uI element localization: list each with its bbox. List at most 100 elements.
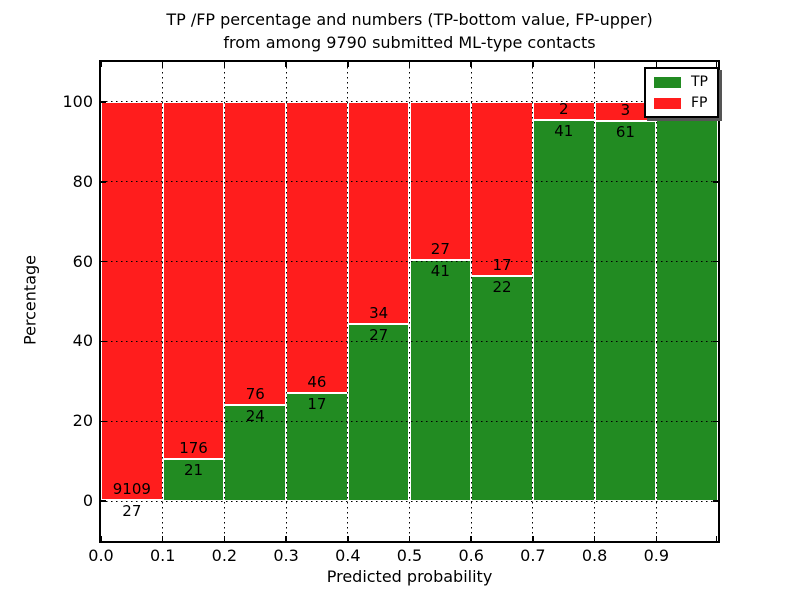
- gridline-vertical: [532, 62, 534, 541]
- gridline-horizontal: [101, 101, 718, 103]
- bar-label-fp: 46: [307, 373, 327, 392]
- x-tick-label: 0.2: [211, 546, 238, 565]
- axis-tick: [655, 536, 658, 541]
- legend: TP FP: [644, 67, 719, 118]
- x-tick-label: 0.1: [149, 546, 176, 565]
- gridline-vertical: [594, 62, 596, 541]
- axis-tick: [532, 62, 534, 67]
- bar-segment-fp: [162, 101, 225, 459]
- x-tick-label: 0.7: [520, 546, 546, 565]
- gridline-horizontal: [101, 500, 718, 502]
- gridline-vertical: [285, 62, 287, 541]
- axis-tick: [408, 536, 411, 541]
- axis-tick: [285, 62, 287, 67]
- axis-tick: [713, 181, 718, 183]
- legend-swatch-icon: [654, 76, 681, 88]
- bar-label-tp: 41: [554, 122, 574, 141]
- bar-segment-tp: [409, 260, 472, 502]
- bar-label-tp: 61: [615, 122, 635, 141]
- chart-title: TP /FP percentage and numbers (TP-bottom…: [101, 8, 718, 54]
- x-tick-label: 0.5: [396, 546, 423, 565]
- legend-item: TP: [654, 75, 708, 89]
- y-tick-label: 100: [62, 91, 93, 111]
- axis-tick: [593, 536, 596, 541]
- axis-tick: [161, 62, 164, 67]
- axis-tick: [347, 536, 349, 541]
- x-tick-label: 0.3: [273, 546, 299, 565]
- x-tick-label: 0.6: [458, 546, 484, 565]
- bar-segment-tp: [532, 120, 595, 502]
- bar-label-tp: 27: [369, 326, 389, 345]
- bar-label-tp: 22: [492, 277, 512, 296]
- plot-area: 9109271762176244617342727411722241361019…: [99, 60, 720, 543]
- axis-tick: [715, 536, 718, 541]
- axis-tick: [101, 340, 106, 343]
- bar-label-tp: 21: [184, 460, 204, 479]
- legend-swatch-icon: [654, 97, 681, 109]
- bar-segment-tp: [471, 275, 533, 502]
- y-tick-label: 0: [82, 491, 93, 511]
- axis-tick: [655, 62, 658, 67]
- bar-label-fp: 34: [369, 304, 389, 323]
- y-tick-label: 40: [72, 331, 93, 351]
- y-tick-label: 60: [72, 251, 93, 271]
- bar-label-tp: 41: [430, 262, 450, 281]
- gridline-vertical: [162, 62, 164, 541]
- axis-tick: [713, 340, 718, 343]
- gridline-horizontal: [101, 261, 718, 263]
- bar-segment-tp: [594, 120, 657, 502]
- axis-tick: [470, 536, 472, 541]
- y-tick-label: 20: [72, 411, 93, 431]
- axis-tick: [101, 500, 106, 502]
- gridline-horizontal: [101, 420, 718, 422]
- axis-tick: [470, 62, 472, 67]
- axis-tick: [100, 536, 102, 541]
- bar-segment-tp: [656, 101, 718, 502]
- gridline-horizontal: [101, 340, 718, 342]
- axis-tick: [223, 62, 226, 67]
- bar-segment-tp: [162, 458, 225, 502]
- bar-segment-fp: [224, 101, 287, 406]
- bar-label-tp: 17: [307, 395, 327, 414]
- bar-segment-fp: [347, 101, 410, 325]
- x-tick-label: 0.8: [581, 546, 608, 565]
- axis-tick: [715, 62, 718, 67]
- gridline-vertical: [470, 62, 472, 541]
- axis-tick: [101, 101, 106, 103]
- axis-tick: [100, 62, 102, 67]
- axis-tick: [101, 181, 106, 183]
- x-tick-label: 0.9: [643, 546, 670, 565]
- bar-label-fp: 2: [558, 100, 569, 119]
- axis-tick: [101, 260, 106, 263]
- x-tick-label: 0.4: [335, 546, 361, 565]
- chart-title-line1: TP /FP percentage and numbers (TP-bottom…: [166, 10, 653, 29]
- bar-segment-fp: [286, 101, 348, 394]
- gridline-vertical: [409, 62, 410, 541]
- axis-tick: [532, 536, 534, 541]
- gridline-vertical: [655, 62, 657, 541]
- bar-label-tp: 27: [122, 501, 142, 520]
- axis-tick: [713, 500, 718, 502]
- bar-label-fp: 27: [430, 240, 450, 259]
- y-tick-label: 80: [72, 171, 93, 191]
- axis-tick: [408, 62, 411, 67]
- bar-label-fp: 9109: [112, 479, 151, 498]
- axis-tick: [713, 420, 718, 422]
- legend-label: FP: [691, 95, 708, 111]
- legend-item: FP: [654, 96, 708, 110]
- bar-label-fp: 76: [245, 385, 265, 404]
- legend-label: TP: [691, 74, 708, 90]
- gridline-vertical: [347, 62, 349, 541]
- axis-tick: [285, 536, 287, 541]
- x-tick-label: 0.0: [88, 546, 114, 565]
- bar-segment-fp: [101, 101, 163, 500]
- gridline-horizontal: [101, 181, 718, 183]
- axis-tick: [713, 260, 718, 263]
- bar-segment-tp: [286, 393, 348, 502]
- axis-tick: [593, 62, 596, 67]
- gridline-vertical: [223, 62, 225, 541]
- axis-tick: [347, 62, 349, 67]
- chart-title-line2: from among 9790 submitted ML-type contac…: [223, 33, 596, 52]
- bar-label-fp: 17: [492, 255, 512, 274]
